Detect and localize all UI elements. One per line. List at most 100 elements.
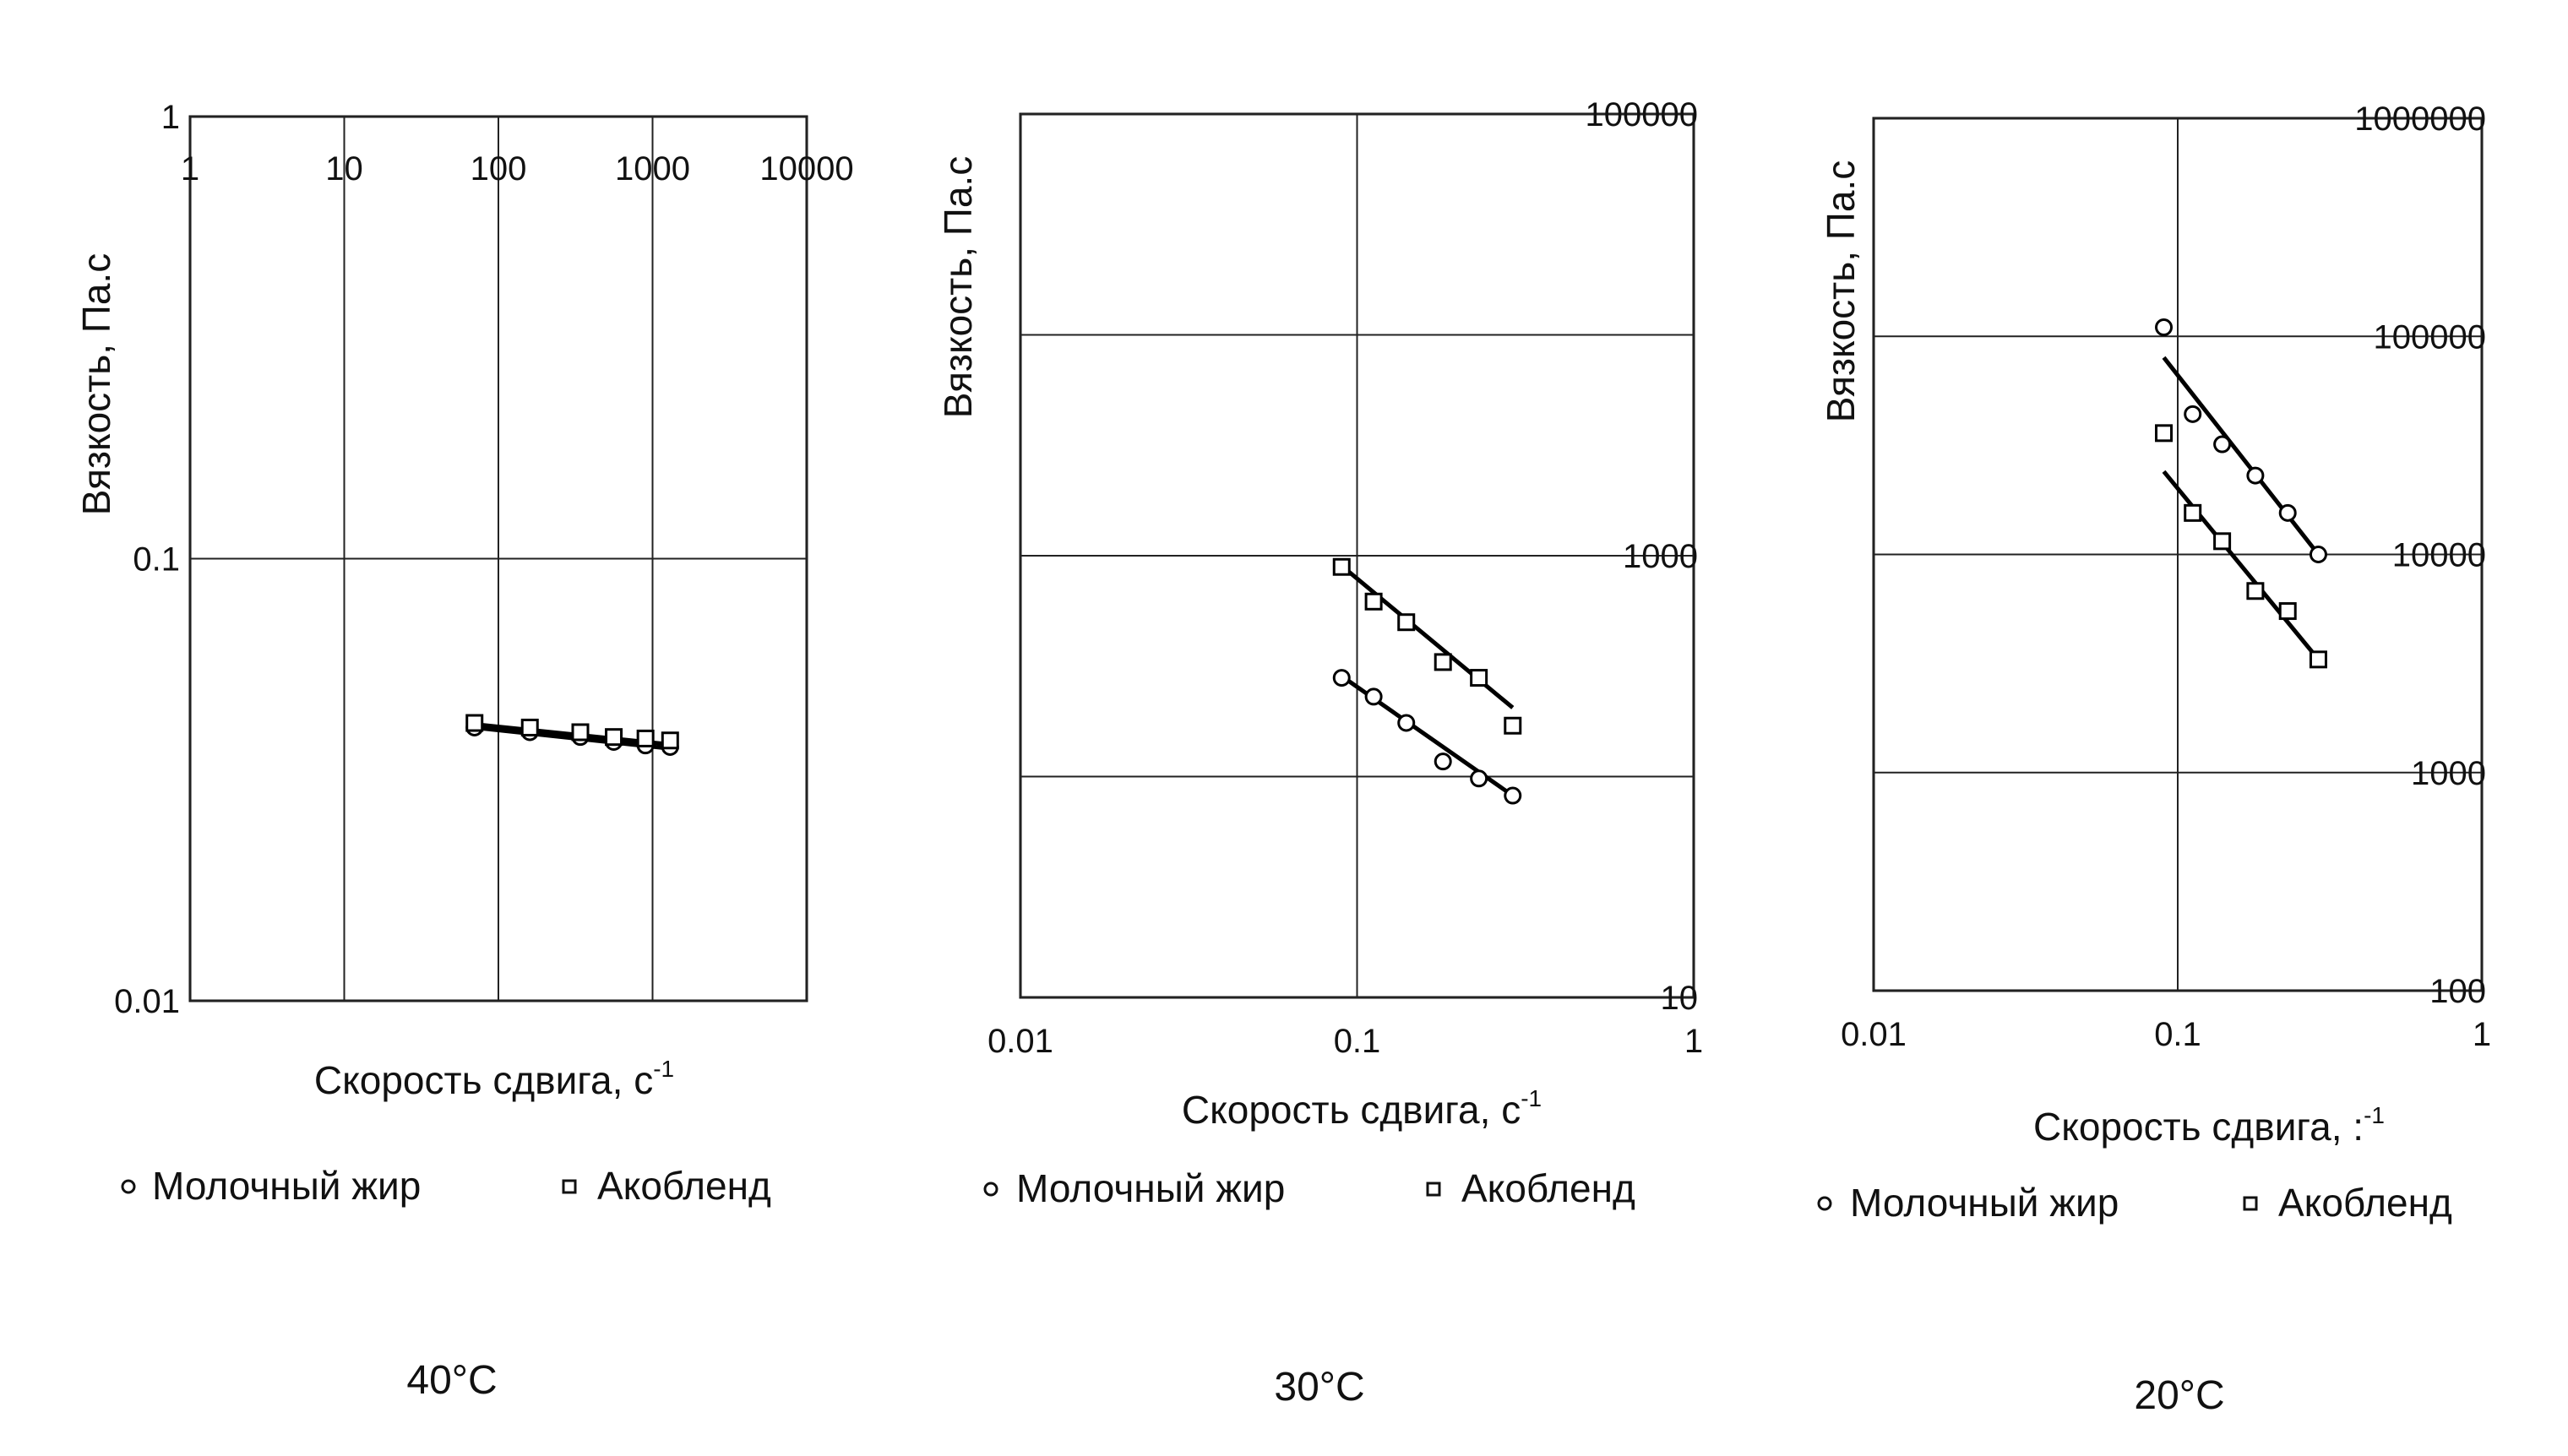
chart-caption: 20°C xyxy=(2134,1373,2224,1418)
data-point-square xyxy=(661,731,679,750)
x-tick-label: 0.01 xyxy=(987,1023,1053,1060)
legend-marker-circle xyxy=(1817,1196,1832,1211)
legend: Молочный жир Акобленд xyxy=(1817,1181,2452,1225)
y-tick-label: 100000 xyxy=(2374,318,2486,356)
trend-line-series-1 xyxy=(2162,356,2320,557)
y-axis-title: Вязкость, Па.с xyxy=(936,156,980,418)
data-point-square xyxy=(2213,532,2232,551)
data-point-square xyxy=(2246,582,2265,600)
x-tick-label: 1 xyxy=(1684,1023,1703,1060)
data-point-square xyxy=(465,714,484,732)
y-tick-label: 1 xyxy=(161,99,180,136)
x-axis-title-text: Скорость сдвига, с xyxy=(1182,1088,1521,1132)
legend-label-series-2: Акобленд xyxy=(597,1164,771,1208)
x-axis-title-text: Скорость сдвига, с xyxy=(314,1058,653,1102)
x-tick-labels: 0.01 0.1 1 xyxy=(987,1023,1703,1060)
data-marks xyxy=(2155,318,2327,669)
legend-label-series-1: Молочный жир xyxy=(152,1164,421,1208)
x-tick-label: 1 xyxy=(181,150,199,187)
y-tick-label: 10000 xyxy=(2392,537,2486,574)
data-point-circle xyxy=(1434,752,1452,771)
legend-marker-square xyxy=(1426,1182,1441,1197)
x-tick-label: 10000 xyxy=(759,150,853,187)
data-point-square xyxy=(636,729,655,747)
grid xyxy=(189,116,808,1002)
chart-panel-40c: 1 10 100 1000 10000 0.010.11 Вязкость, Па.с … xyxy=(74,99,854,1403)
chart-caption: 30°C xyxy=(1274,1365,1364,1410)
x-tick-label: 1 xyxy=(2473,1016,2491,1053)
data-point-circle xyxy=(2155,318,2174,337)
x-tick-label: 100 xyxy=(471,150,527,187)
x-tick-label: 10 xyxy=(325,150,363,187)
x-axis-title: Скорость сдвига, с-1 xyxy=(314,1056,674,1102)
x-tick-labels: 0.01 0.1 1 xyxy=(1841,1016,2491,1053)
data-point-circle xyxy=(1364,687,1383,706)
data-point-circle xyxy=(1470,769,1488,788)
data-point-square xyxy=(2184,503,2202,522)
legend-marker-circle xyxy=(983,1182,998,1197)
x-axis-title-unit-exponent: -1 xyxy=(653,1056,674,1082)
data-point-circle xyxy=(1504,786,1522,805)
y-tick-label: 0.1 xyxy=(133,541,180,579)
chart-panel-30c: 0.01 0.1 1 10 1000 100000 Вязкость, Па.с Ско… xyxy=(936,96,1703,1410)
x-tick-label: 0.1 xyxy=(2154,1016,2201,1053)
y-axis-title: Вязкость, Па.с xyxy=(74,253,118,515)
data-point-square xyxy=(1364,592,1383,611)
y-tick-labels: 0.01 0.1 1 xyxy=(114,99,180,1020)
legend-label-series-1: Молочный жир xyxy=(1850,1181,2119,1225)
x-axis-title: Скорость сдвига, :-1 xyxy=(2033,1102,2385,1149)
legend-marker-circle xyxy=(121,1179,136,1194)
y-tick-label: 100000 xyxy=(1586,96,1698,133)
grid xyxy=(1873,117,2483,991)
data-point-circle xyxy=(2309,546,2327,563)
y-tick-label: 1000000 xyxy=(2354,101,2486,138)
data-point-square xyxy=(1470,669,1488,687)
data-point-square xyxy=(2309,650,2327,669)
x-axis-title-text: Скорость сдвига, : xyxy=(2033,1105,2364,1149)
data-point-square xyxy=(520,718,539,736)
data-marks xyxy=(465,714,679,756)
x-tick-label: 0.1 xyxy=(1334,1023,1381,1060)
y-tick-label: 1000 xyxy=(1623,538,1698,575)
x-tick-label: 0.01 xyxy=(1841,1016,1907,1053)
y-tick-labels: 100 1000 10000 100000 1000000 xyxy=(2354,101,2486,1010)
trend-line-series-2 xyxy=(2162,470,2320,661)
data-point-circle xyxy=(2278,503,2297,522)
data-point-square xyxy=(571,723,590,742)
legend-label-series-2: Акобленд xyxy=(1461,1166,1635,1210)
y-axis-title: Вязкость, Па.с xyxy=(1819,160,1863,422)
data-point-square xyxy=(2155,424,2174,443)
legend-marker-square xyxy=(2243,1196,2258,1211)
legend: Молочный жир Акобленд xyxy=(983,1166,1635,1210)
legend-label-series-2: Акобленд xyxy=(2278,1181,2452,1225)
y-tick-label: 1000 xyxy=(2411,755,2486,792)
data-point-square xyxy=(1332,557,1351,576)
data-point-circle xyxy=(1332,669,1351,687)
x-axis-title: Скорость сдвига, с-1 xyxy=(1182,1085,1542,1132)
data-point-square xyxy=(605,728,623,747)
y-tick-label: 0.01 xyxy=(114,983,180,1020)
y-tick-labels: 10 1000 100000 xyxy=(1586,96,1698,1017)
x-axis-title-unit-exponent: -1 xyxy=(2364,1102,2385,1128)
x-tick-labels: 1 10 100 1000 10000 xyxy=(181,150,854,187)
data-point-square xyxy=(2278,602,2297,621)
data-point-circle xyxy=(2213,435,2232,454)
data-point-circle xyxy=(2246,466,2265,485)
data-marks xyxy=(1332,557,1522,805)
chart-caption: 40°C xyxy=(406,1358,497,1403)
chart-panel-20c: 0.01 0.1 1 100 1000 10000 100000 1000000 Вязко… xyxy=(1817,101,2491,1418)
legend-label-series-1: Молочный жир xyxy=(1016,1166,1285,1210)
data-point-square xyxy=(1504,716,1522,735)
data-point-square xyxy=(1397,613,1416,632)
y-tick-label: 100 xyxy=(2429,973,2486,1010)
x-tick-label: 1000 xyxy=(615,150,690,187)
y-tick-label: 10 xyxy=(1661,980,1699,1017)
x-axis-title-unit-exponent: -1 xyxy=(1521,1085,1542,1111)
data-point-circle xyxy=(1397,714,1416,732)
legend-marker-square xyxy=(562,1179,577,1194)
legend: Молочный жир Акобленд xyxy=(121,1164,771,1208)
data-point-circle xyxy=(2184,405,2202,423)
grid xyxy=(1020,113,1695,998)
data-point-square xyxy=(1434,653,1452,671)
